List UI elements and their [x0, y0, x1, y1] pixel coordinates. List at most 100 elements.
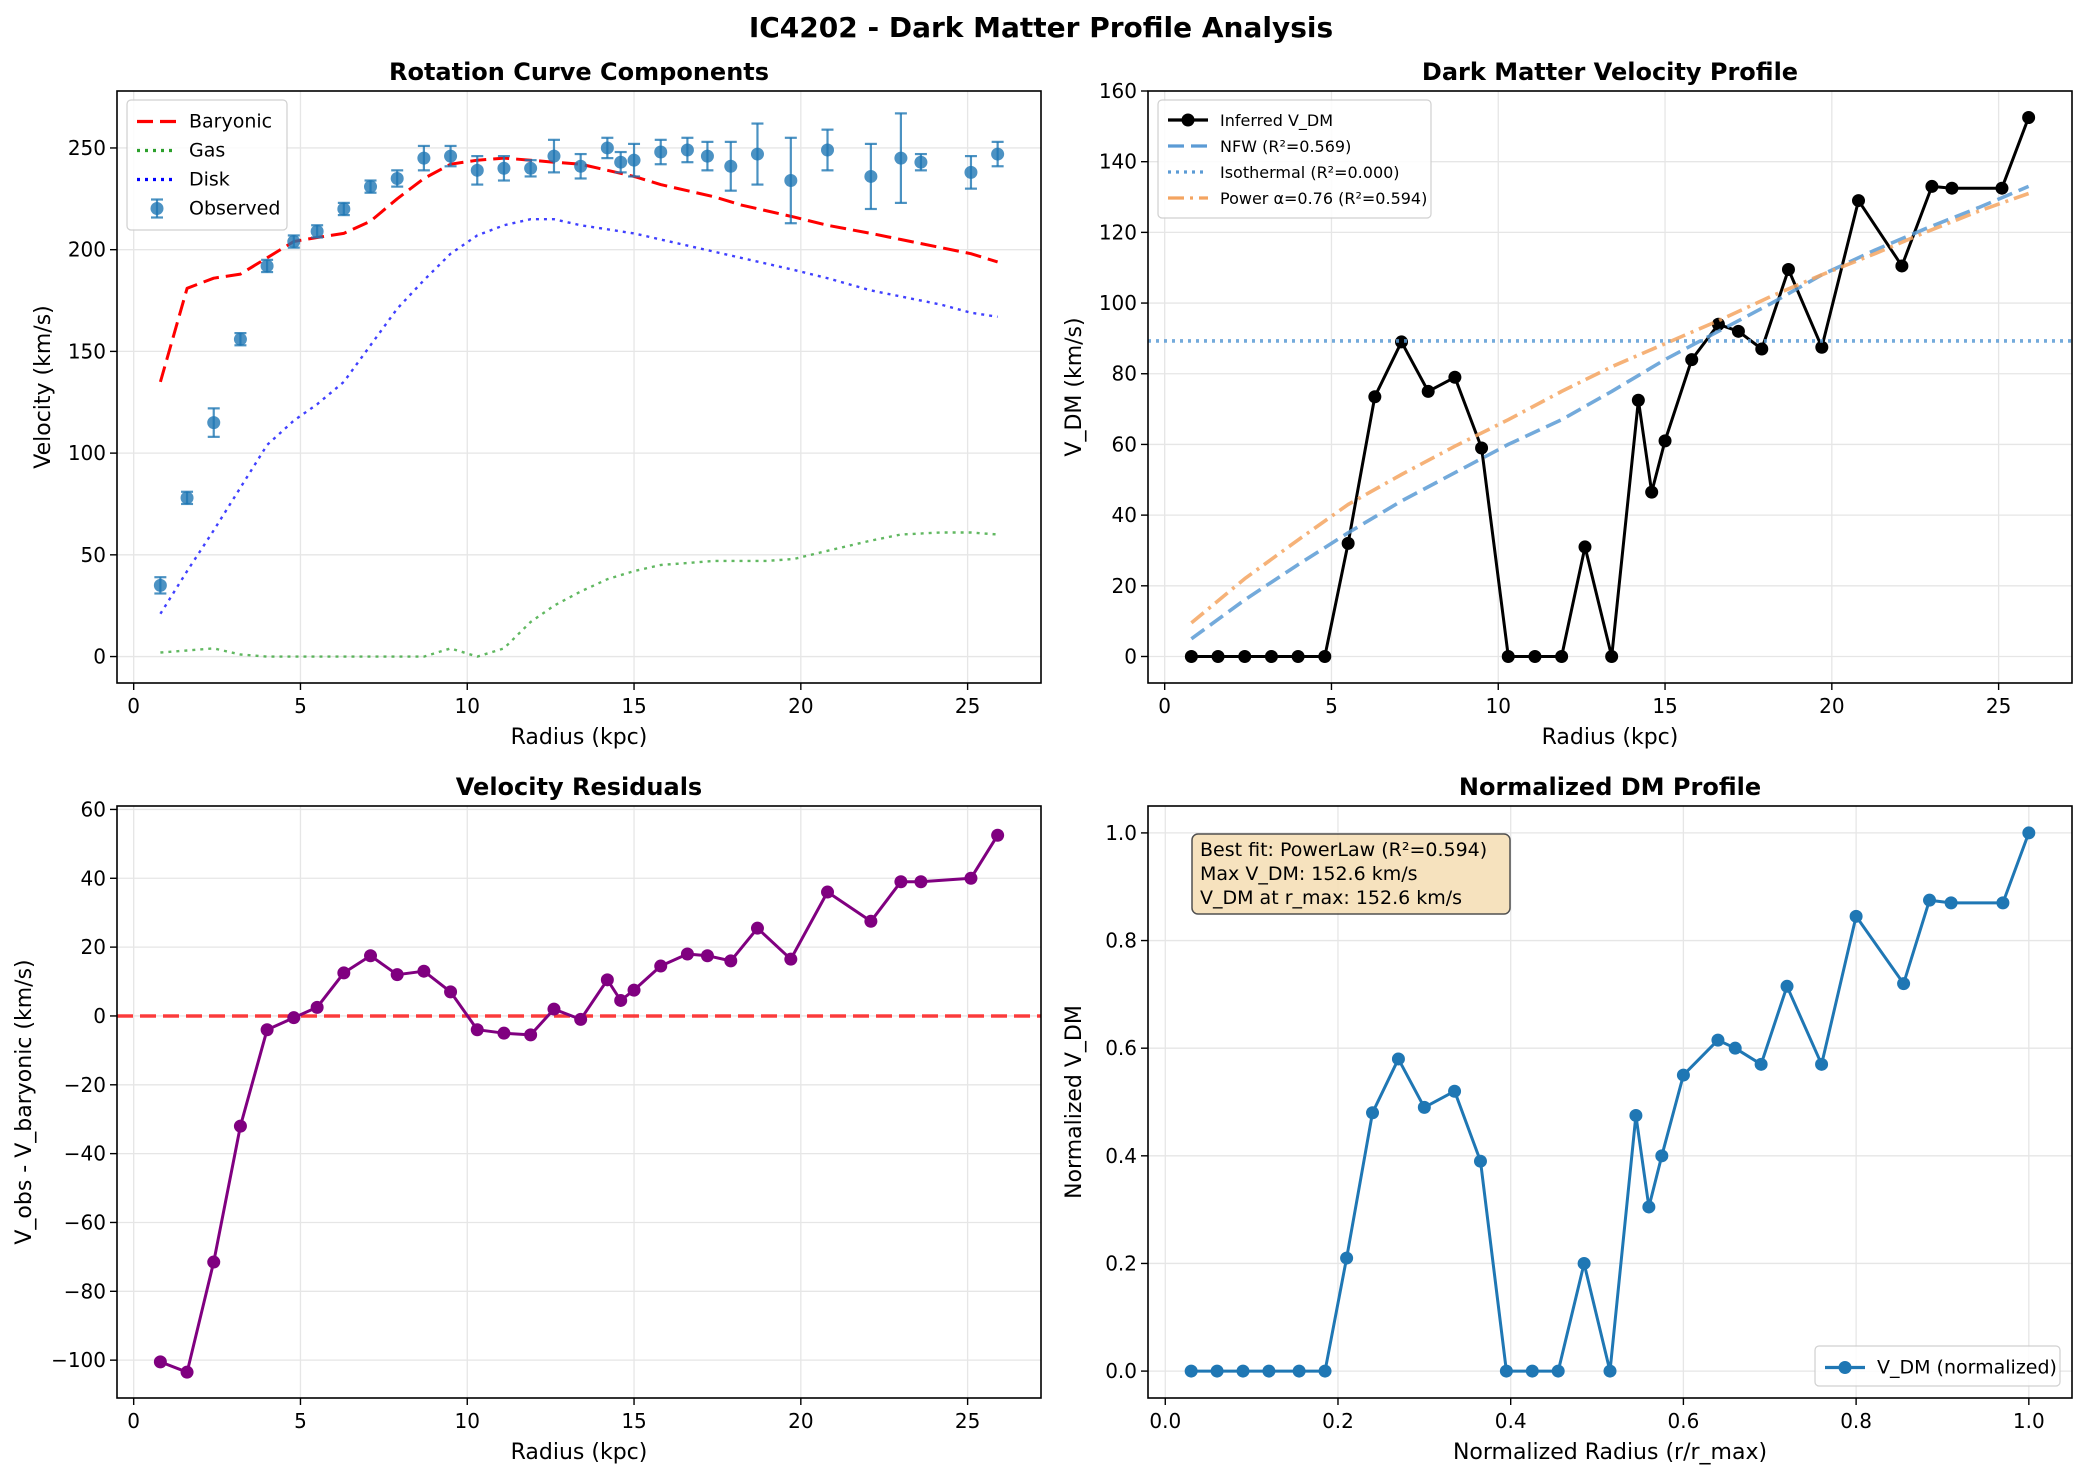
data-point — [1318, 649, 1332, 663]
y-tick-label: −60 — [64, 1210, 106, 1234]
data-point — [1211, 649, 1225, 663]
data-point — [1629, 1108, 1643, 1122]
data-point — [914, 155, 928, 169]
annotation-line: Max V_DM: 152.6 km/s — [1200, 863, 1418, 885]
data-point — [991, 147, 1005, 161]
data-point — [1340, 1251, 1354, 1265]
series-nfw-r-0-569-line — [1190, 184, 2030, 641]
data-point — [1755, 342, 1769, 356]
y-tick-label: −80 — [64, 1279, 106, 1303]
series-power-0-76-r-0-594-line — [1190, 191, 2030, 625]
legend-box — [1814, 1345, 2061, 1387]
chart-panel-4: 0.0 0.2 0.4 0.6 0.8 1.0 0.0 0.2 0.4 0.6 0.8 1.0 Norm… — [1062, 773, 2073, 1465]
figure-suptitle: IC4202 - Dark Matter Profile Analysis — [749, 11, 1333, 44]
data-point — [1578, 540, 1592, 554]
data-point — [1731, 324, 1745, 338]
data-point — [1501, 649, 1515, 663]
data-point — [574, 159, 588, 173]
data-point — [1262, 1364, 1276, 1378]
data-point — [1184, 649, 1198, 663]
x-tick-label: 1.0 — [2013, 1409, 2045, 1433]
data-point — [233, 1119, 247, 1133]
data-point — [1577, 1256, 1591, 1270]
y-axis-label: V_obs - V_baryonic (km/s) — [12, 959, 37, 1244]
data-point — [287, 1011, 301, 1025]
data-point — [1318, 1364, 1332, 1378]
data-point — [233, 332, 247, 346]
data-point — [1849, 909, 1863, 923]
legend-label: Observed — [189, 198, 280, 220]
data-point — [364, 180, 378, 194]
data-point — [2022, 826, 2036, 840]
data-point — [1781, 262, 1795, 276]
data-point — [1603, 1364, 1617, 1378]
data-point — [864, 169, 878, 183]
data-point — [444, 149, 458, 163]
data-point — [444, 985, 458, 999]
data-point — [1448, 370, 1462, 384]
x-tick-label: 25 — [1986, 694, 2011, 718]
chart-title: Velocity Residuals — [456, 773, 702, 801]
legend-label: Disk — [189, 169, 230, 191]
data-point — [750, 921, 764, 935]
data-point — [821, 143, 835, 157]
legend-box — [1157, 99, 1432, 219]
annotation-line: V_DM at r_max: 152.6 km/s — [1200, 887, 1462, 909]
legend-label: V_DM (normalized) — [1877, 1357, 2057, 1379]
data-point — [497, 1026, 511, 1040]
legend-label: Baryonic — [189, 111, 272, 133]
y-tick-label: 0.4 — [1105, 1144, 1137, 1168]
y-tick-label: 0.8 — [1105, 929, 1137, 953]
y-tick-label: 0 — [1124, 644, 1137, 668]
x-tick-label: 0 — [127, 694, 140, 718]
x-tick-label: 15 — [1652, 694, 1677, 718]
y-axis-label: V_DM (km/s) — [1062, 317, 1087, 456]
data-point — [153, 578, 167, 592]
data-point — [1658, 434, 1672, 448]
y-tick-label: 250 — [68, 136, 106, 160]
data-point — [894, 151, 908, 165]
axes-frame — [1147, 805, 2073, 1399]
data-point — [180, 1365, 194, 1379]
data-point — [1499, 1364, 1513, 1378]
y-tick-label: 0.2 — [1105, 1251, 1137, 1275]
data-point — [627, 153, 641, 167]
data-point — [1852, 194, 1866, 208]
data-point — [784, 952, 798, 966]
x-tick-label: 10 — [1486, 694, 1511, 718]
legend-swatch — [1838, 1361, 1852, 1374]
x-tick-label: 25 — [955, 1409, 980, 1433]
data-point — [1291, 649, 1305, 663]
data-point — [310, 1000, 324, 1014]
x-tick-label: 5 — [294, 694, 307, 718]
legend: Baryonic Gas Disk Observed — [126, 99, 288, 231]
data-point — [207, 1255, 221, 1269]
x-axis-label: Radius (kpc) — [511, 1440, 648, 1465]
axes-frame — [1147, 90, 2073, 684]
legend-swatch — [1181, 113, 1195, 127]
x-tick-label: 5 — [294, 1409, 307, 1433]
annotation-line: Best fit: PowerLaw (R²=0.594) — [1200, 839, 1487, 861]
y-tick-label: 140 — [1099, 150, 1137, 174]
plot-area — [1184, 826, 2036, 1378]
series-v-dm-normalized-line — [1191, 832, 2031, 1373]
x-axis-label: Radius (kpc) — [511, 725, 648, 750]
data-point — [1645, 485, 1659, 499]
y-tick-label: −40 — [64, 1142, 106, 1166]
data-point — [1945, 181, 1959, 195]
plot-area — [153, 112, 1005, 658]
x-tick-label: 0.6 — [1667, 1409, 1699, 1433]
data-point — [1475, 441, 1489, 455]
data-point — [1236, 1364, 1250, 1378]
y-tick-label: 160 — [1099, 79, 1137, 103]
x-axis-label: Radius (kpc) — [1542, 725, 1679, 750]
data-point — [1417, 1100, 1431, 1114]
y-tick-label: 150 — [68, 339, 106, 363]
data-point — [1923, 893, 1937, 907]
data-point — [1264, 649, 1278, 663]
data-point — [470, 163, 484, 177]
y-tick-label: 1.0 — [1105, 821, 1137, 845]
legend-box — [126, 99, 288, 231]
chart-title: Normalized DM Profile — [1459, 773, 1761, 801]
